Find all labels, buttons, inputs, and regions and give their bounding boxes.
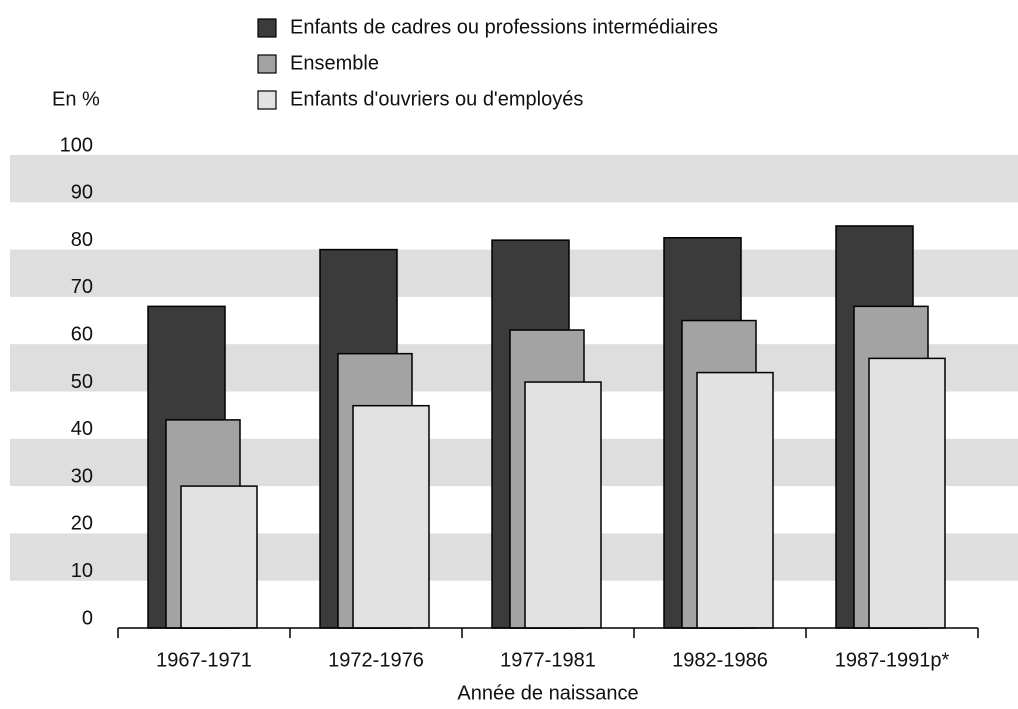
y-tick-label: 100 <box>60 134 93 156</box>
y-tick-label: 50 <box>71 371 93 393</box>
legend-label: Ensemble <box>290 52 379 74</box>
y-unit-label: En % <box>52 88 100 110</box>
grid-band <box>10 155 1018 203</box>
bar <box>180 485 258 629</box>
x-axis-title: Année de naissance <box>457 682 638 704</box>
x-tick-label: 1972-1976 <box>328 649 424 671</box>
x-tick-label: 1982-1986 <box>672 649 768 671</box>
x-tick-label: 1977-1981 <box>500 649 596 671</box>
legend-swatch <box>257 54 277 74</box>
x-tick-label: 1987-1991p* <box>835 649 950 671</box>
y-tick-label: 0 <box>82 607 93 629</box>
bar <box>352 404 430 629</box>
y-tick-label: 10 <box>71 560 93 582</box>
y-tick-label: 60 <box>71 323 93 345</box>
y-tick-label: 40 <box>71 418 93 440</box>
y-tick-label: 30 <box>71 465 93 487</box>
y-tick-label: 80 <box>71 229 93 251</box>
legend-swatch <box>257 90 277 110</box>
legend-label: Enfants de cadres ou professions intermé… <box>290 16 718 38</box>
bar <box>696 371 774 629</box>
y-tick-label: 90 <box>71 182 93 204</box>
y-tick-label: 70 <box>71 276 93 298</box>
legend-label: Enfants d'ouvriers ou d'employés <box>290 88 583 110</box>
legend-swatch <box>257 18 277 38</box>
bar <box>868 357 946 629</box>
bar <box>524 381 602 629</box>
x-tick-label: 1967-1971 <box>156 649 252 671</box>
y-tick-label: 20 <box>71 513 93 535</box>
